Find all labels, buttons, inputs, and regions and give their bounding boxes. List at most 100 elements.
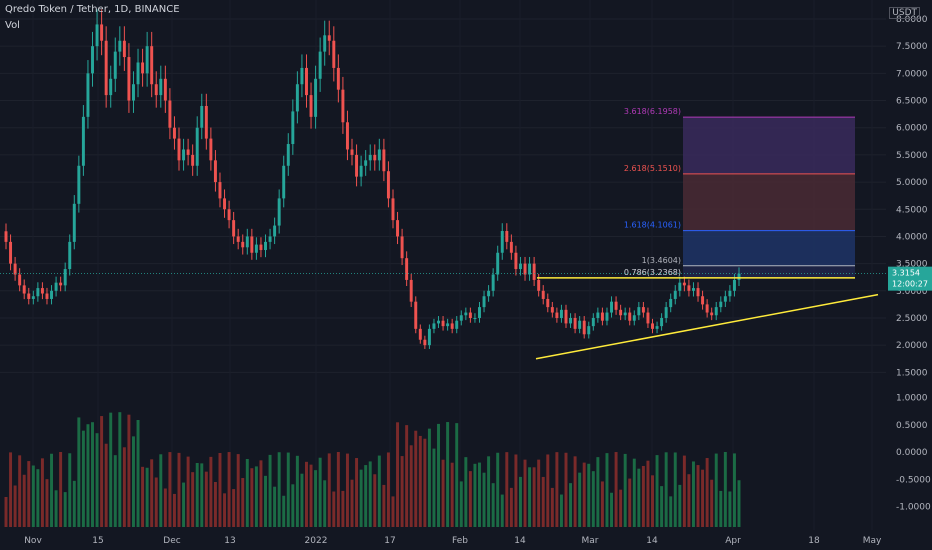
candle-body bbox=[591, 317, 595, 327]
volume-bar bbox=[537, 459, 541, 527]
volume-bar bbox=[610, 492, 614, 527]
candle-body bbox=[573, 317, 577, 329]
volume-bar bbox=[250, 468, 254, 527]
volume-bar bbox=[150, 459, 154, 527]
candle-body bbox=[701, 296, 705, 305]
candle-body bbox=[341, 89, 345, 123]
candle-body bbox=[459, 315, 463, 321]
volume-bar bbox=[109, 412, 113, 527]
volume-bar bbox=[4, 497, 8, 527]
date-tick-label: Apr bbox=[725, 536, 741, 546]
volume-bar bbox=[569, 483, 573, 527]
candle-body bbox=[737, 273, 741, 280]
candle-body bbox=[619, 309, 623, 316]
candle-body bbox=[182, 149, 186, 161]
volume-bar bbox=[623, 453, 627, 527]
candle-body bbox=[359, 165, 363, 177]
volume-bar bbox=[386, 452, 390, 527]
candle-body bbox=[22, 285, 26, 294]
volume-bar bbox=[509, 487, 513, 527]
volume-bar bbox=[245, 458, 249, 527]
volume-bar bbox=[596, 457, 600, 527]
volume-bar bbox=[641, 465, 645, 527]
price-tick-label: 4.5000 bbox=[896, 205, 928, 215]
volume-tick-label: -0.5000 bbox=[896, 475, 931, 485]
volume-bar bbox=[182, 482, 186, 527]
candle-body bbox=[377, 149, 381, 161]
date-tick-label: Dec bbox=[163, 536, 180, 546]
candle-body bbox=[528, 263, 532, 275]
candle-body bbox=[355, 154, 359, 177]
price-tick-label: 6.5000 bbox=[896, 97, 928, 107]
candle-body bbox=[314, 78, 318, 117]
candle-body bbox=[514, 252, 518, 270]
volume-bar bbox=[300, 473, 304, 527]
volume-bar bbox=[309, 464, 313, 527]
candle-body bbox=[309, 95, 313, 117]
candle-body bbox=[373, 154, 377, 161]
candle-body bbox=[81, 116, 85, 166]
volume-bar bbox=[54, 490, 58, 527]
price-tick-label: 3.5000 bbox=[896, 260, 928, 270]
volume-bar bbox=[405, 425, 409, 527]
candle-body bbox=[305, 67, 308, 96]
candle-body bbox=[396, 220, 400, 237]
candle-body bbox=[236, 236, 240, 242]
candle-body bbox=[286, 144, 290, 166]
fib-level-label: 1.618(4.1061) bbox=[624, 221, 681, 230]
candle-body bbox=[673, 290, 677, 299]
candle-body bbox=[150, 46, 154, 85]
candle-body bbox=[660, 317, 664, 327]
candle-body bbox=[4, 231, 8, 242]
volume-bar bbox=[22, 474, 26, 527]
volume-bar bbox=[669, 496, 673, 527]
date-tick-label: 17 bbox=[384, 536, 395, 546]
candle-body bbox=[391, 198, 395, 221]
volume-bar bbox=[145, 467, 149, 527]
volume-bar bbox=[18, 455, 22, 527]
volume-bar bbox=[359, 469, 363, 527]
volume-bar bbox=[318, 457, 322, 527]
volume-bar bbox=[728, 491, 732, 527]
candle-body bbox=[569, 317, 573, 324]
volume-bar bbox=[131, 436, 135, 527]
volume-bar bbox=[377, 455, 381, 527]
volume-bar bbox=[541, 476, 545, 527]
volume-bar bbox=[628, 478, 632, 527]
candle-body bbox=[655, 326, 659, 329]
volume-bar bbox=[327, 453, 331, 527]
volume-bar bbox=[619, 489, 623, 527]
candle-body bbox=[218, 182, 222, 199]
candle-body bbox=[518, 263, 522, 270]
candle-body bbox=[141, 62, 145, 74]
candle-body bbox=[555, 312, 559, 318]
fib-level-label: 1(3.4604) bbox=[642, 256, 681, 265]
candle-body bbox=[18, 274, 22, 286]
candle-body bbox=[646, 312, 650, 324]
candle-body bbox=[678, 282, 682, 291]
volume-tick-label: 1.0000 bbox=[896, 394, 928, 404]
candle-body bbox=[714, 307, 718, 316]
volume-bar bbox=[295, 455, 299, 527]
candle-body bbox=[605, 312, 609, 321]
volume-bar bbox=[200, 463, 204, 527]
candle-body bbox=[191, 154, 195, 166]
volume-bar bbox=[50, 453, 54, 527]
volume-bar bbox=[687, 474, 691, 527]
candle-body bbox=[637, 307, 641, 316]
candle-body bbox=[546, 298, 550, 308]
volume-bar bbox=[427, 428, 431, 527]
volume-bar bbox=[314, 470, 318, 527]
volume-bar bbox=[127, 414, 131, 527]
candle-body bbox=[282, 165, 286, 199]
volume-bar bbox=[573, 456, 577, 527]
candle-body bbox=[705, 304, 709, 313]
volume-bar bbox=[701, 469, 705, 527]
date-tick-label: 2022 bbox=[305, 536, 328, 546]
volume-tick-label: 0.5000 bbox=[896, 421, 928, 431]
volume-bar bbox=[77, 417, 81, 527]
candle-body bbox=[195, 127, 199, 166]
volume-bar bbox=[373, 474, 377, 527]
volume-bar bbox=[505, 452, 509, 527]
